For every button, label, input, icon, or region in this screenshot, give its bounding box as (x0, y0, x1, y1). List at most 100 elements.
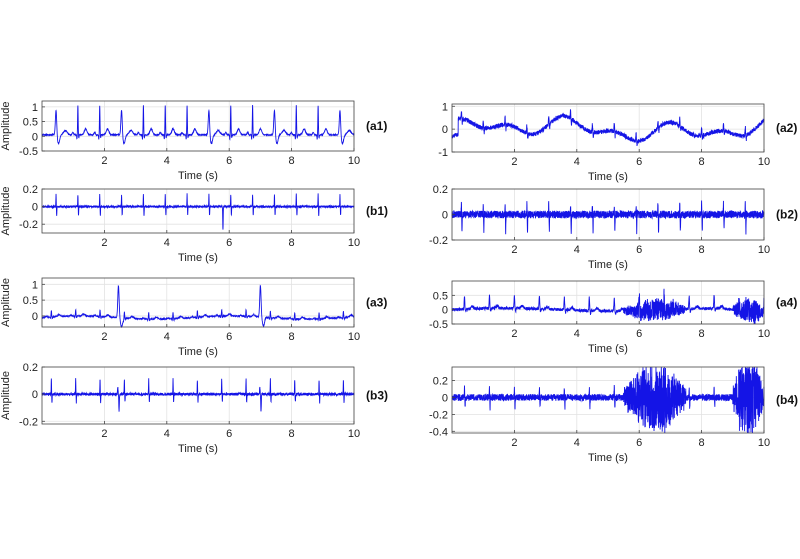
y-tick-label: 0 (442, 392, 448, 404)
x-tick-label: 10 (758, 156, 770, 168)
y-tick-label: 0 (442, 124, 448, 136)
x-tick-label: 10 (348, 155, 360, 167)
x-tick-label: 2 (511, 156, 517, 168)
x-axis-label: Time (s) (588, 171, 628, 183)
x-tick-label: 4 (574, 244, 580, 256)
panel-b1: 2 4 6 8 10 -0.2 0 0.2 Time (s) Amplitude (b1) (0, 184, 388, 264)
x-axis-label: Time (s) (588, 343, 628, 355)
panel-a3: 2 4 6 8 10 0 0.5 1 Time (s) Amplitude (a3) (0, 277, 387, 358)
x-tick-label: 10 (758, 244, 770, 256)
x-tick-label: 2 (511, 328, 517, 340)
y-axis-label: Amplitude (0, 371, 12, 420)
x-tick-label: 2 (511, 244, 517, 256)
x-tick-label: 8 (289, 237, 295, 249)
y-tick-label: -0.2 (19, 219, 38, 231)
panel-label-b4: (b4) (776, 393, 798, 407)
y-tick-label: 1 (32, 279, 38, 291)
y-tick-label: -0.5 (19, 146, 38, 158)
x-axis-label: Time (s) (178, 252, 218, 264)
x-tick-label: 4 (574, 437, 580, 449)
y-tick-label: -0.5 (429, 319, 448, 331)
y-tick-label: 0.2 (23, 184, 38, 196)
signal-line-b1 (41, 193, 355, 230)
panel-label-a4: (a4) (776, 296, 797, 310)
x-axis-label: Time (s) (178, 443, 218, 455)
x-tick-label: 6 (226, 331, 232, 343)
y-tick-label: 0.2 (433, 184, 448, 196)
y-tick-label: 0.2 (23, 362, 38, 374)
y-tick-label: 0 (32, 202, 38, 214)
x-tick-label: 8 (289, 155, 295, 167)
x-axis-label: Time (s) (178, 170, 218, 182)
y-tick-label: -0.4 (429, 426, 448, 438)
x-axis-label: Time (s) (588, 259, 628, 271)
x-tick-label: 8 (699, 328, 705, 340)
panel-b2: 2 4 6 8 10 -0.2 0 0.2 Time (s) (b2) (429, 184, 798, 271)
y-tick-label: 0.5 (23, 295, 38, 307)
axes-box (451, 366, 765, 434)
signal-line-b4 (451, 366, 765, 434)
x-tick-label: 6 (226, 155, 232, 167)
y-tick-label: 0 (32, 311, 38, 323)
y-tick-label: 0 (32, 389, 38, 401)
y-tick-label: 0.5 (433, 290, 448, 302)
y-tick-label: -0.2 (19, 416, 38, 428)
x-tick-label: 6 (226, 237, 232, 249)
y-tick-label: -1 (438, 147, 448, 159)
y-tick-label: 1 (442, 101, 448, 113)
y-tick-label: -0.2 (429, 409, 448, 421)
y-axis-label: Amplitude (0, 102, 12, 151)
signal-line-a1 (41, 105, 355, 146)
panel-label-a3: (a3) (366, 296, 387, 310)
axes-box (41, 100, 355, 152)
axes-box (41, 277, 355, 328)
x-tick-label: 6 (636, 156, 642, 168)
panel-label-b2: (b2) (776, 208, 798, 222)
y-tick-label: 0.2 (433, 376, 448, 388)
x-tick-label: 4 (164, 155, 170, 167)
x-tick-label: 4 (574, 156, 580, 168)
x-axis-label: Time (s) (178, 346, 218, 358)
y-axis-label: Amplitude (0, 187, 12, 236)
signal-line-b3 (41, 378, 355, 412)
panel-label-a1: (a1) (366, 119, 387, 133)
y-tick-label: 0 (32, 131, 38, 143)
axes-box (451, 280, 765, 325)
x-tick-label: 10 (348, 237, 360, 249)
x-tick-label: 8 (699, 244, 705, 256)
x-tick-label: 2 (101, 331, 107, 343)
x-tick-label: 10 (348, 331, 360, 343)
y-tick-label: -0.2 (429, 235, 448, 247)
signal-line-a4 (451, 288, 765, 324)
x-tick-label: 2 (101, 428, 107, 440)
y-axis-label: Amplitude (0, 278, 12, 327)
x-tick-label: 6 (636, 244, 642, 256)
axes-box (41, 188, 355, 234)
y-tick-label: 0 (442, 210, 448, 222)
x-tick-label: 6 (636, 437, 642, 449)
x-tick-label: 2 (101, 155, 107, 167)
panel-a2: 2 4 6 8 10 -1 0 1 Time (s) (a2) (438, 101, 797, 183)
panel-a1: 2 4 6 8 10 -0.5 0 0.5 1 Time (s) Amplitude (a1) (0, 100, 387, 182)
x-tick-label: 10 (348, 428, 360, 440)
axes-box (41, 366, 355, 425)
y-tick-label: 0 (442, 305, 448, 317)
x-tick-label: 4 (164, 331, 170, 343)
x-tick-label: 4 (164, 237, 170, 249)
y-tick-label: 1 (32, 102, 38, 114)
panel-a4: 2 4 6 8 10 -0.5 0 0.5 Time (s) (a4) (429, 280, 797, 355)
x-tick-label: 8 (289, 428, 295, 440)
x-tick-label: 4 (164, 428, 170, 440)
panel-label-b3: (b3) (366, 389, 388, 403)
signal-line-b2 (451, 200, 765, 235)
x-tick-label: 10 (758, 437, 770, 449)
x-tick-label: 8 (289, 331, 295, 343)
x-tick-label: 2 (101, 237, 107, 249)
panel-label-a2: (a2) (776, 121, 797, 135)
x-tick-label: 10 (758, 328, 770, 340)
axes-box (451, 103, 765, 153)
x-tick-label: 4 (574, 328, 580, 340)
x-tick-label: 6 (636, 328, 642, 340)
x-tick-label: 2 (511, 437, 517, 449)
